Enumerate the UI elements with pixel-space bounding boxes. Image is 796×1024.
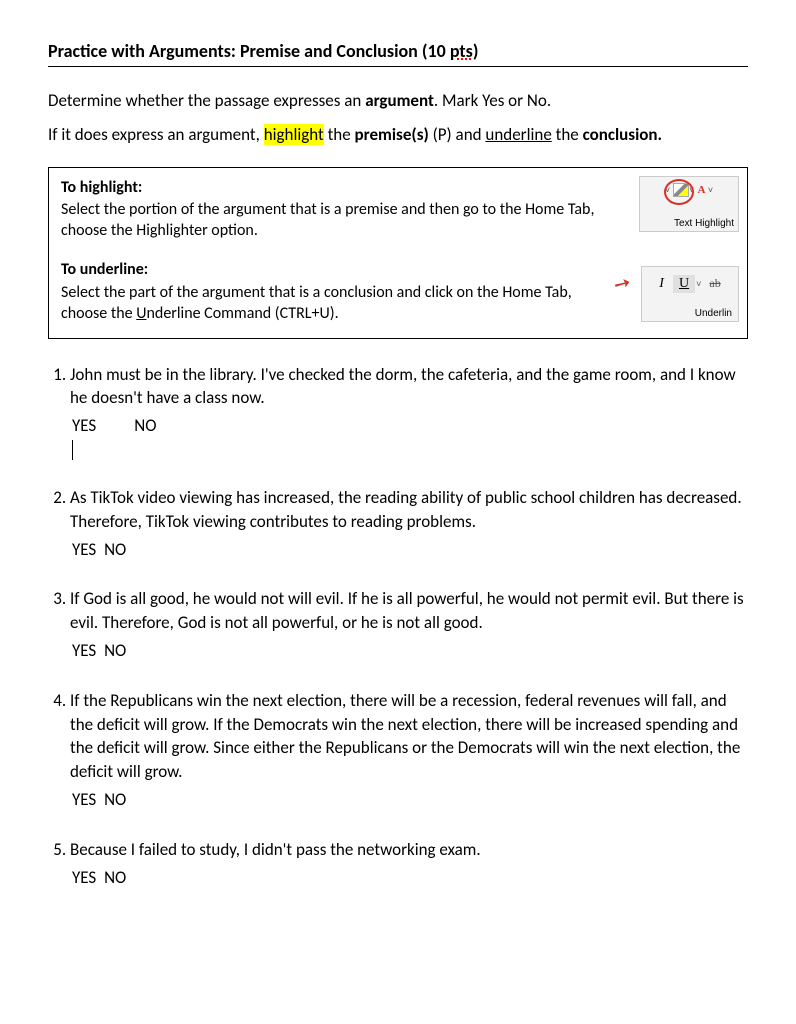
- ribbon-underline-image: ➚ I U˅ ab Underlin: [641, 266, 739, 322]
- title-close: ): [473, 40, 479, 62]
- intro-line-2: If it does express an argument, highligh…: [48, 123, 748, 147]
- yes-option[interactable]: YES: [72, 415, 96, 436]
- no-option[interactable]: NO: [134, 415, 156, 436]
- question-4: If the Republicans win the next election…: [70, 689, 748, 812]
- instruction-box: To highlight: Select the portion of the …: [48, 167, 748, 339]
- page-title: Practice with Arguments: Premise and Con…: [48, 40, 748, 67]
- yes-no-row: YES NO: [72, 538, 748, 562]
- question-text: As TikTok video viewing has increased, t…: [70, 487, 742, 532]
- yes-option[interactable]: YES: [72, 867, 96, 888]
- no-option[interactable]: NO: [104, 867, 126, 888]
- yes-no-row: YES NO: [72, 866, 748, 890]
- question-5: Because I failed to study, I didn't pass…: [70, 838, 748, 890]
- highlight-instruction: Select the portion of the argument that …: [61, 200, 621, 242]
- yes-option[interactable]: YES: [72, 539, 96, 560]
- question-1: John must be in the library. I've checke…: [70, 363, 748, 460]
- highlight-heading: To highlight:: [61, 178, 735, 199]
- yes-no-row: YES NO: [72, 414, 748, 438]
- highlight-word: highlight: [264, 124, 324, 145]
- no-option[interactable]: NO: [104, 539, 126, 560]
- text-cursor: [72, 440, 748, 460]
- underline-instruction: Select the part of the argument that is …: [61, 283, 621, 325]
- intro-section: Determine whether the passage expresses …: [48, 89, 748, 147]
- yes-no-row: YES NO: [72, 788, 748, 812]
- question-text: Because I failed to study, I didn't pass…: [70, 839, 481, 860]
- question-list: John must be in the library. I've checke…: [48, 363, 748, 890]
- title-pts: pts: [450, 40, 473, 62]
- question-2: As TikTok video viewing has increased, t…: [70, 486, 748, 561]
- ribbon-underline-label: Underlin: [695, 308, 732, 319]
- question-text: If God is all good, he would not will ev…: [70, 588, 744, 633]
- ribbon-highlight-label: Text Highlight: [674, 218, 734, 229]
- red-circle-annotation: [664, 179, 694, 205]
- question-text: If the Republicans win the next election…: [70, 690, 740, 782]
- underline-word: underline: [485, 124, 551, 145]
- yes-option[interactable]: YES: [72, 640, 96, 661]
- title-text: Practice with Arguments: Premise and Con…: [48, 40, 450, 62]
- ribbon-highlight-image: ˅ ˅ A ˅ Text Highlight: [639, 176, 739, 232]
- intro-line-1: Determine whether the passage expresses …: [48, 89, 748, 113]
- question-3: If God is all good, he would not will ev…: [70, 587, 748, 662]
- question-text: John must be in the library. I've checke…: [70, 364, 736, 409]
- no-option[interactable]: NO: [104, 789, 126, 810]
- yes-option[interactable]: YES: [72, 789, 96, 810]
- no-option[interactable]: NO: [104, 640, 126, 661]
- yes-no-row: YES NO: [72, 639, 748, 663]
